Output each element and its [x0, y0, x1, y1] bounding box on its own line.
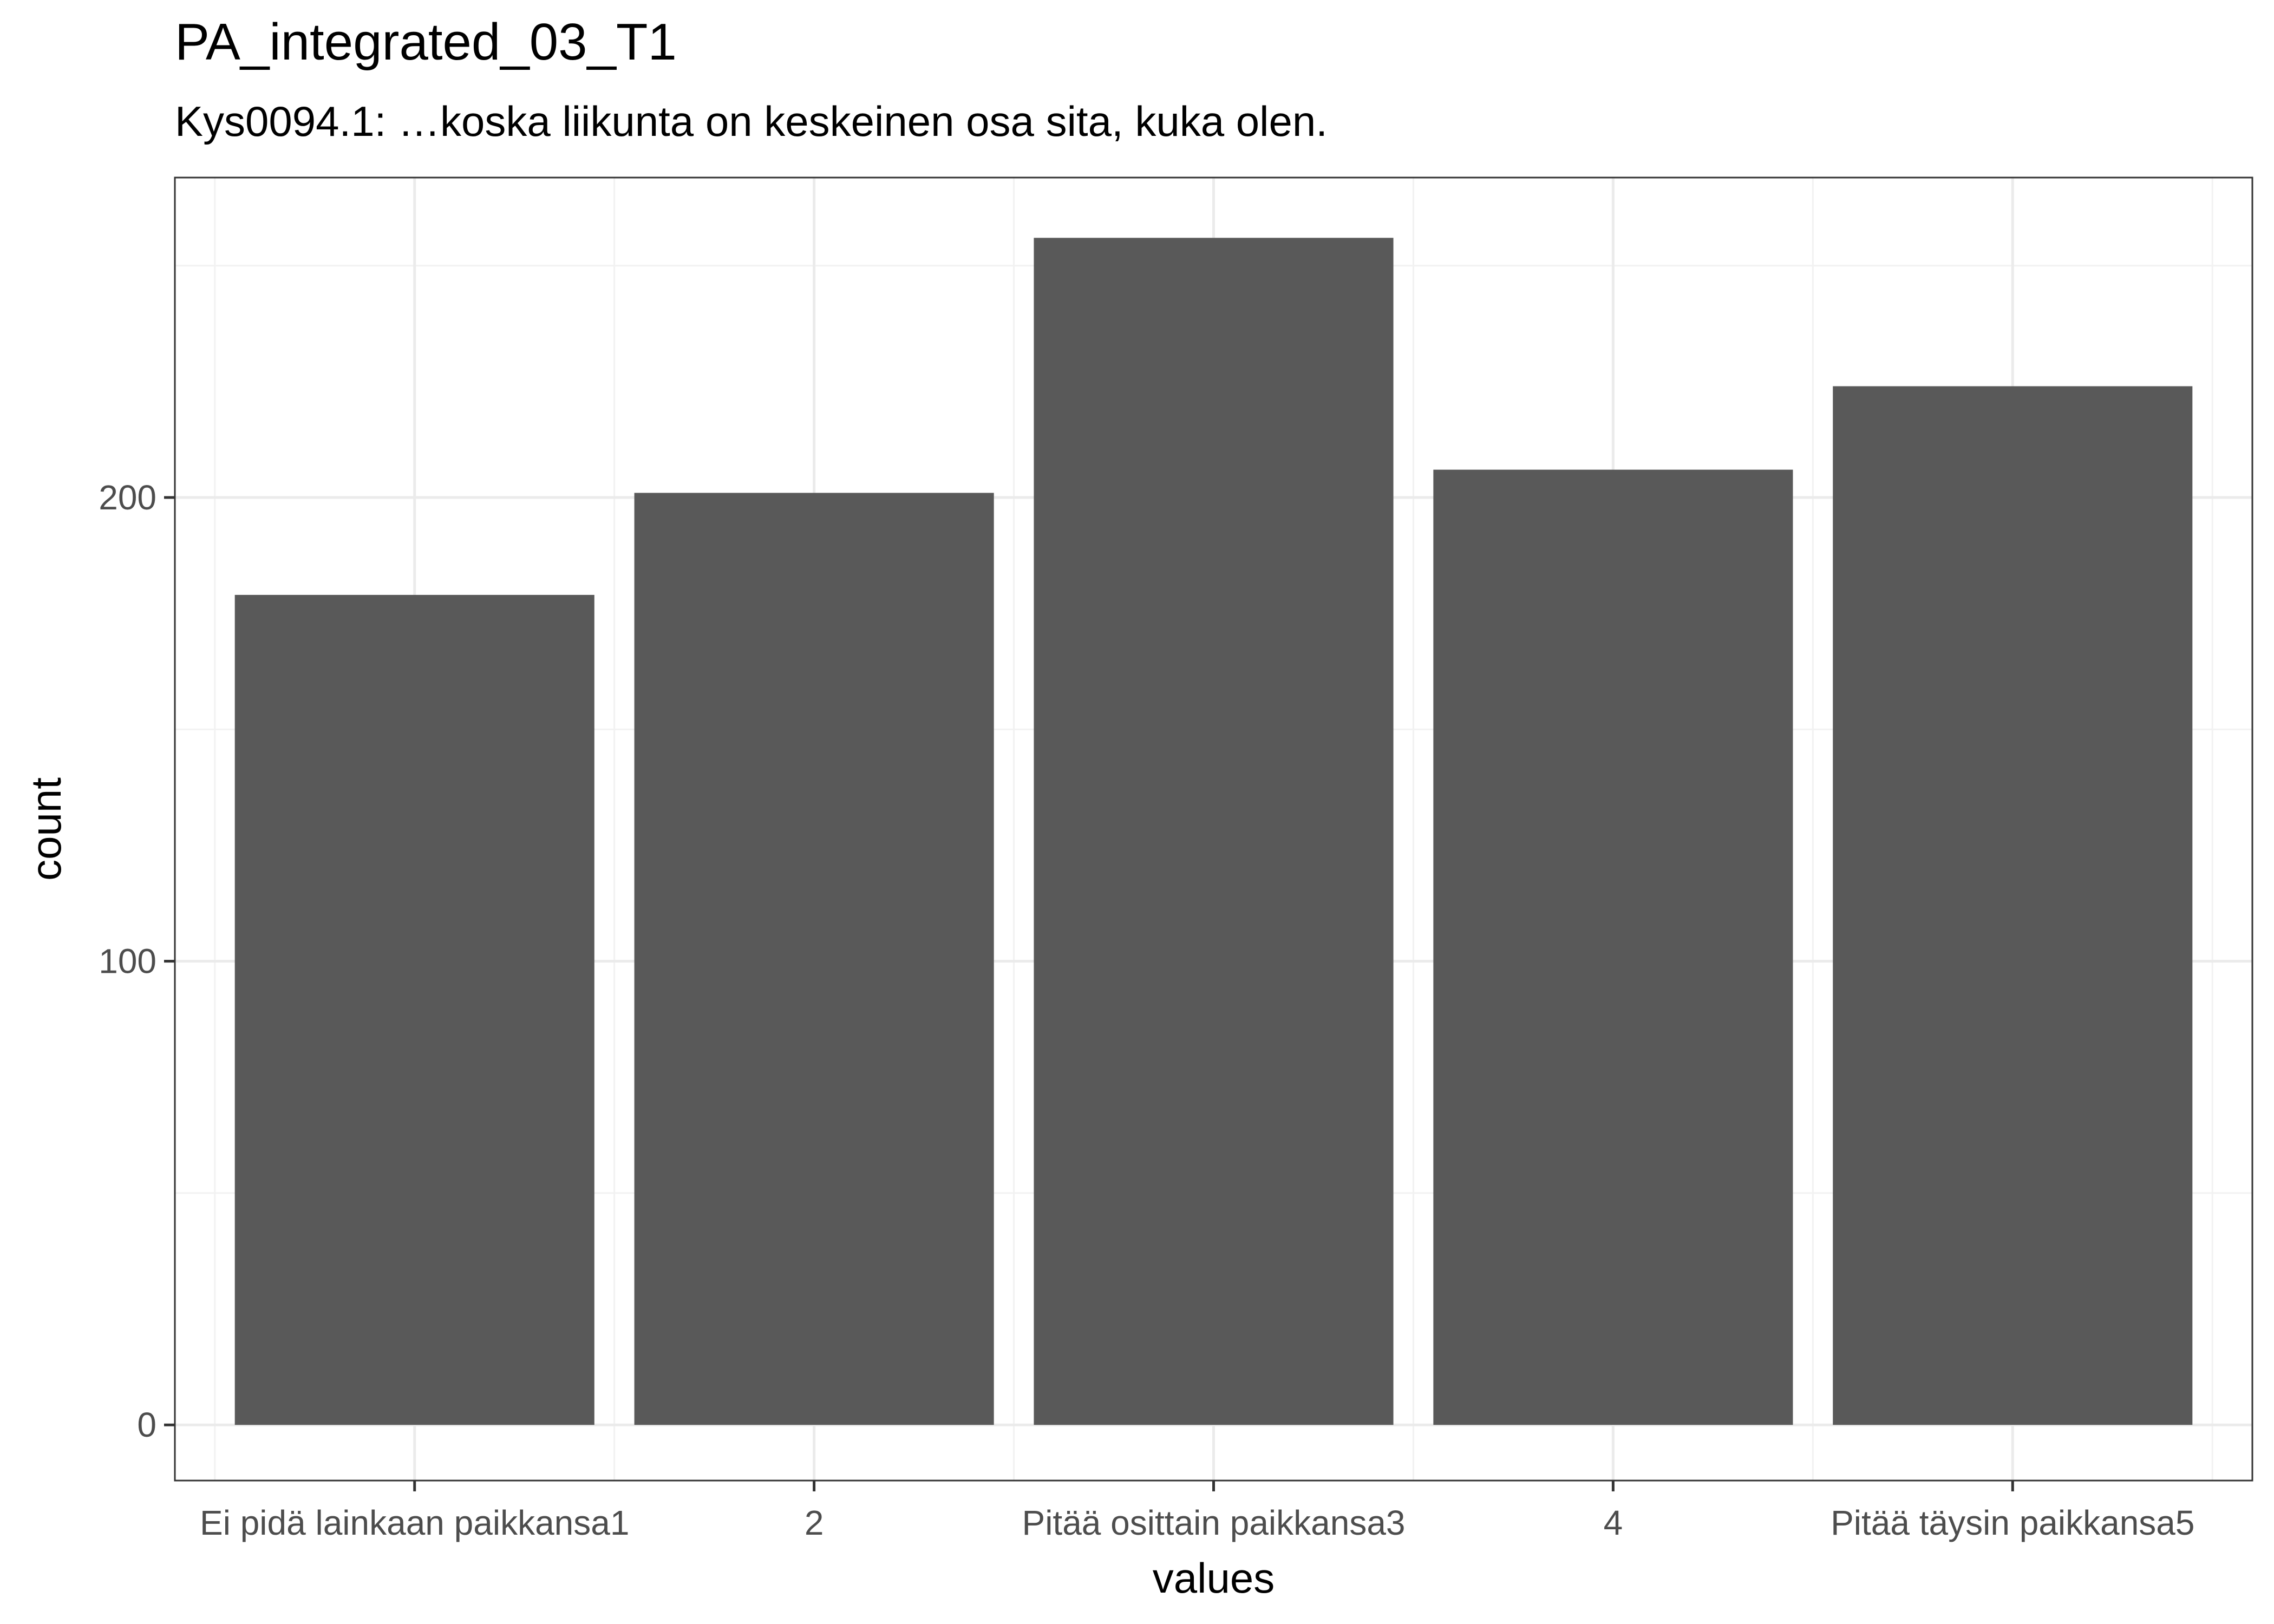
x-tick-label: Pitää täysin paikkansa5	[1831, 1503, 2194, 1542]
x-tick-label: 4	[1604, 1503, 1623, 1542]
bar	[234, 594, 594, 1425]
bar	[1433, 469, 1793, 1425]
bar	[634, 493, 994, 1425]
axis-ticks: 0 100 200 Ei pidä lainkaan paikkansa1 2 Pitää…	[99, 478, 2194, 1542]
y-tick-label: 100	[99, 942, 156, 981]
x-tick-label: 2	[805, 1503, 824, 1542]
x-axis-title: values	[1153, 1554, 1275, 1602]
y-tick-label: 200	[99, 478, 156, 517]
bar	[1833, 386, 2193, 1425]
y-axis-title: count	[22, 777, 70, 881]
x-tick-label: Pitää osittain paikkansa3	[1022, 1503, 1406, 1542]
bars	[234, 238, 2193, 1425]
chart-title: PA_integrated_03_T1	[175, 13, 677, 71]
chart-subtitle: Kys0094.1: …koska liikunta on keskeinen …	[175, 97, 1328, 145]
x-tick-label: Ei pidä lainkaan paikkansa1	[200, 1503, 629, 1542]
y-tick-label: 0	[137, 1405, 156, 1444]
bar	[1034, 238, 1394, 1425]
